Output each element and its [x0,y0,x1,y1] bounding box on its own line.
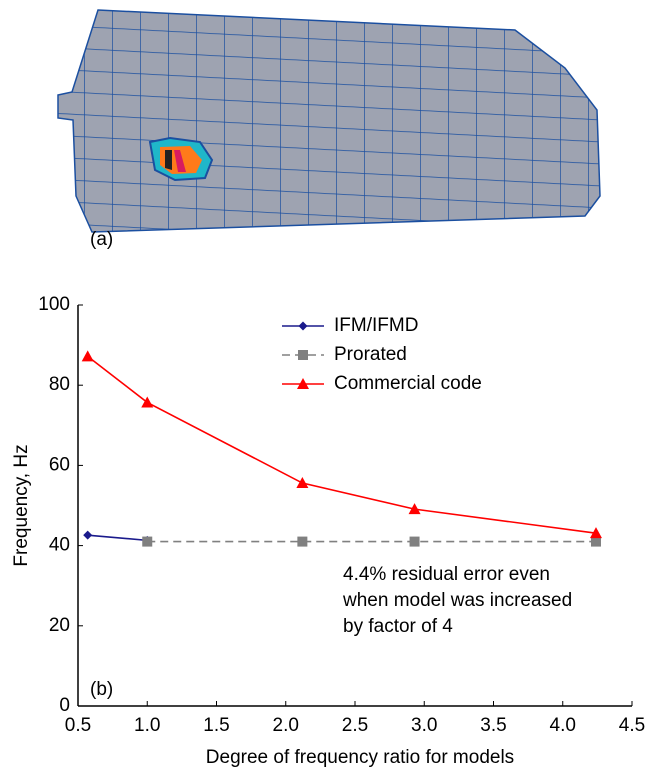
y-tick-label: 20 [49,615,70,636]
x-tick-label: 0.5 [65,715,91,736]
y-tick-label: 0 [59,695,70,716]
x-tick-label: 2.0 [273,715,299,736]
marker [83,531,92,540]
legend-label: Commercial code [334,373,482,394]
figure: (a) 0 20 40 60 80 100 0.5 1.0 1.5 2.0 2.5 3.0 3.5 4.0… [0,0,654,775]
marker [297,537,307,547]
y-tick-label: 40 [49,535,70,556]
marker [82,350,94,361]
legend-label: IFM/IFMD [334,315,418,336]
y-axis-label: Frequency, Hz [11,444,32,566]
annotation: when model was increased [342,590,572,611]
x-tick-label: 2.5 [342,715,368,736]
x-axis-label: Degree of frequency ratio for models [206,747,514,768]
marker [296,477,308,488]
annotation: by factor of 4 [343,616,453,637]
x-tick-label: 3.5 [480,715,506,736]
legend-marker [298,350,308,360]
x-tick-label: 4.5 [619,715,645,736]
y-tick-label: 60 [49,454,70,475]
annotation: 4.4% residual error even [343,564,550,585]
legend-marker [299,322,308,331]
x-tick-label: 1.0 [134,715,160,736]
marker [142,537,152,547]
panel-label: (a) [90,229,113,250]
y-tick-label: 80 [49,374,70,395]
marker [410,537,420,547]
x-tick-label: 4.0 [550,715,576,736]
y-tick-label: 100 [38,294,70,315]
mesh-image [58,10,600,232]
x-tick-label: 1.5 [203,715,229,736]
marker [141,396,153,407]
panel-label: (b) [90,679,113,700]
x-tick-label: 3.0 [411,715,437,736]
series-line [88,535,148,540]
legend-label: Prorated [334,344,407,365]
chart: 0 20 40 60 80 100 0.5 1.0 1.5 2.0 2.5 3.0 3.5 4.0 4.5 D… [11,294,645,768]
